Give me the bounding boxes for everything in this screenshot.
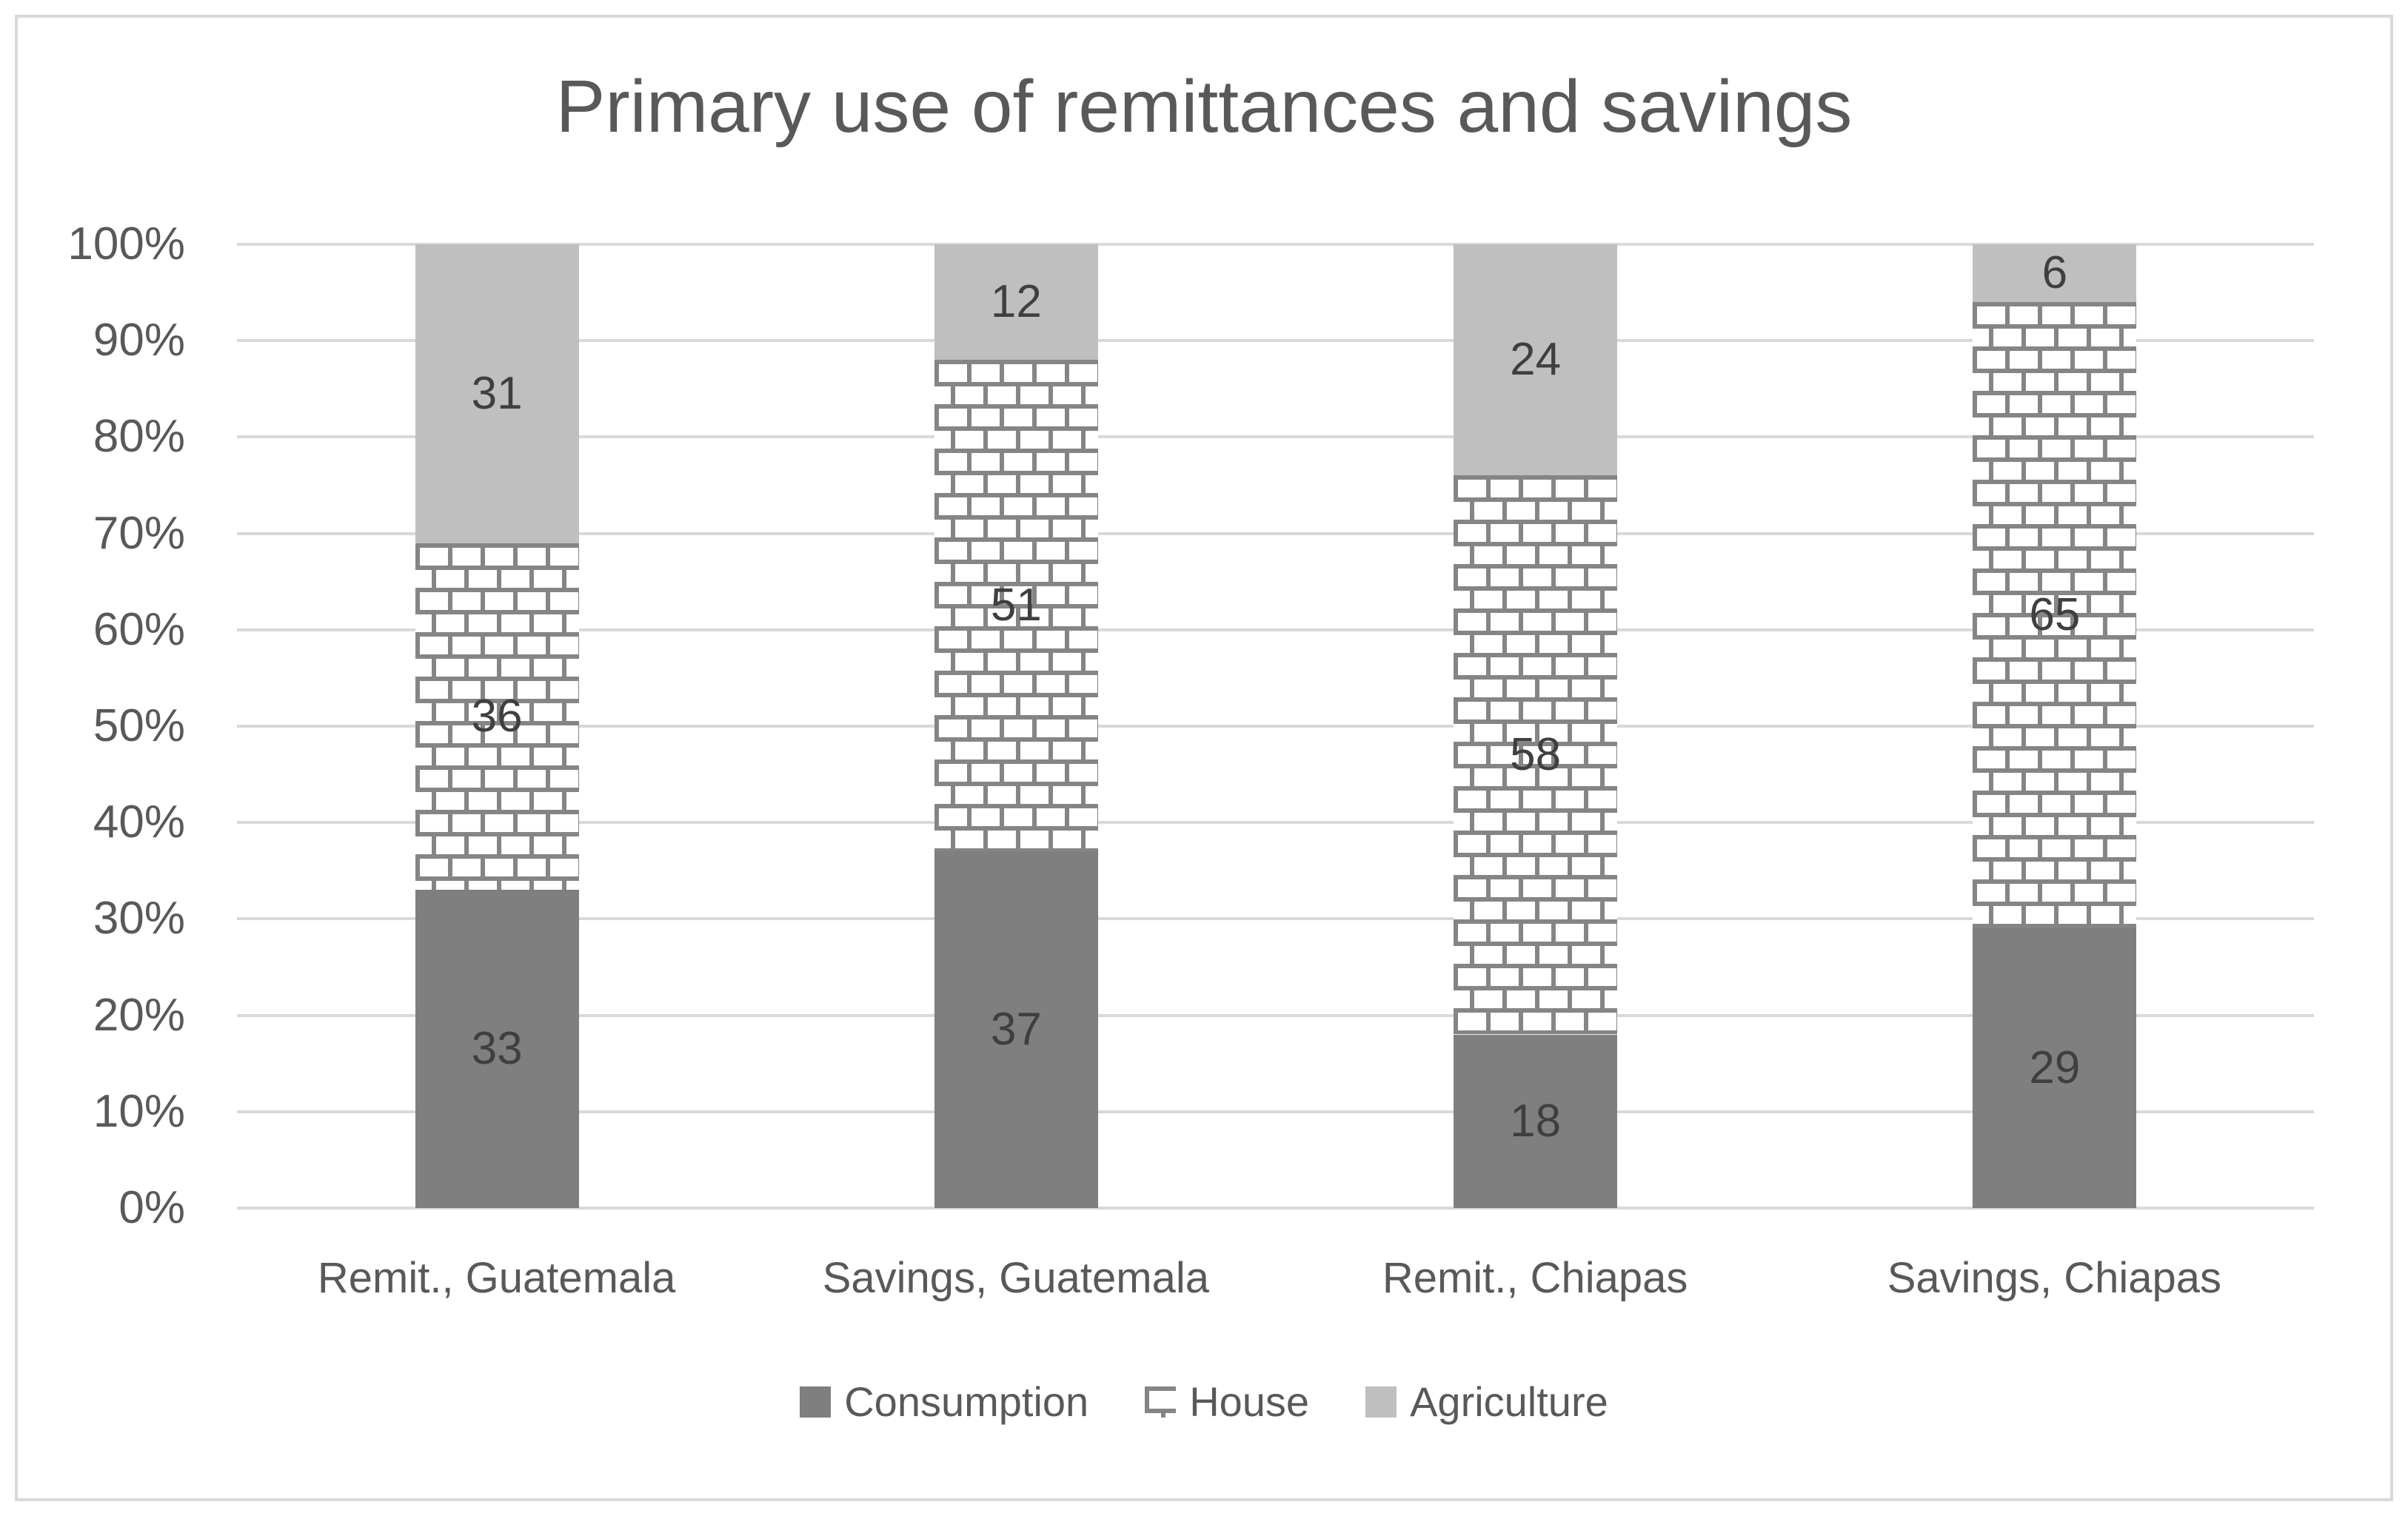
segment-agriculture: 6 [1973,244,2137,303]
data-label: 29 [2029,1042,2081,1094]
legend: Consumption House Agriculture [0,1371,2408,1433]
segment-consumption: 18 [1454,1034,1618,1208]
x-category-label: Savings, Chiapas [1887,1254,2222,1302]
segment-agriculture: 31 [415,244,579,543]
data-label: 6 [2041,247,2068,299]
stacked-bar: 37 51 12 [934,244,1098,1208]
legend-swatch [1365,1386,1397,1418]
brick-pattern-fill [934,360,1098,852]
y-tick-label: 10% [93,1085,185,1137]
y-tick-label: 30% [93,893,185,945]
x-category-label: Remit., Chiapas [1382,1254,1688,1302]
legend-item-house: House [1145,1381,1309,1423]
segment-consumption: 29 [1973,928,2137,1208]
legend-label: Agriculture [1410,1378,1608,1425]
data-label: 37 [990,1004,1042,1056]
y-tick-label: 100% [67,218,185,269]
segment-house: 58 [1454,475,1618,1035]
segment-consumption: 37 [934,851,1098,1208]
gridline [237,1207,2314,1210]
gridline [237,435,2314,439]
stacked-bar: 29 65 6 [1973,244,2137,1208]
data-label: 65 [2029,589,2081,641]
legend-label: Consumption [844,1378,1089,1425]
stacked-bar: 33 36 31 [415,244,579,1208]
segment-agriculture: 12 [934,244,1098,360]
y-tick-label: 70% [93,507,185,559]
y-tick-label: 50% [93,700,185,751]
brick-pattern-fill [1973,302,2137,929]
gridline [237,917,2314,921]
legend-label: House [1189,1378,1310,1425]
y-axis: 0% 10% 20% 30% 40% 50% 60% 70% 80% 90% 100% [0,221,185,1231]
legend-item-consumption: Consumption [800,1381,1088,1423]
segment-house: 36 [415,543,579,891]
segment-consumption: 33 [415,890,579,1208]
data-label: 12 [990,276,1042,328]
gridline [237,821,2314,825]
stacked-bar: 18 58 24 [1454,244,1618,1208]
y-tick-label: 60% [93,603,185,655]
legend-swatch-brick [1145,1386,1177,1418]
chart-title: Primary use of remittances and savings [555,65,1853,148]
brick-pattern-fill [1454,475,1618,1035]
legend-swatch [800,1386,832,1418]
segment-house: 65 [1973,302,2137,929]
gridline [237,339,2314,343]
x-category-label: Remit., Guatemala [317,1254,676,1302]
y-tick-label: 90% [93,315,185,366]
gridline [237,1013,2314,1017]
gridline [237,1110,2314,1113]
y-tick-label: 0% [118,1182,185,1233]
data-label: 31 [471,367,523,419]
y-tick-label: 40% [93,796,185,848]
gridline [237,531,2314,535]
brick-pattern-fill [415,543,579,891]
gridline [237,243,2314,246]
plot-area: 33 36 31 37 51 12 18 58 24 29 65 6 [237,243,2314,1210]
segment-agriculture: 24 [1454,244,1618,476]
y-tick-label: 80% [93,411,185,463]
data-label: 58 [1510,729,1562,781]
segment-house: 51 [934,360,1098,852]
data-label: 24 [1510,334,1562,386]
data-label: 51 [990,580,1042,631]
data-label: 18 [1510,1095,1562,1147]
x-category-label: Savings, Guatemala [822,1254,1210,1302]
y-tick-label: 20% [93,989,185,1041]
legend-item-agriculture: Agriculture [1365,1381,1608,1423]
data-label: 36 [471,690,523,742]
data-label: 33 [471,1023,523,1075]
x-axis: Remit., Guatemala Savings, Guatemala Remit… [237,1257,2314,1316]
gridline [237,628,2314,631]
gridline [237,725,2314,728]
